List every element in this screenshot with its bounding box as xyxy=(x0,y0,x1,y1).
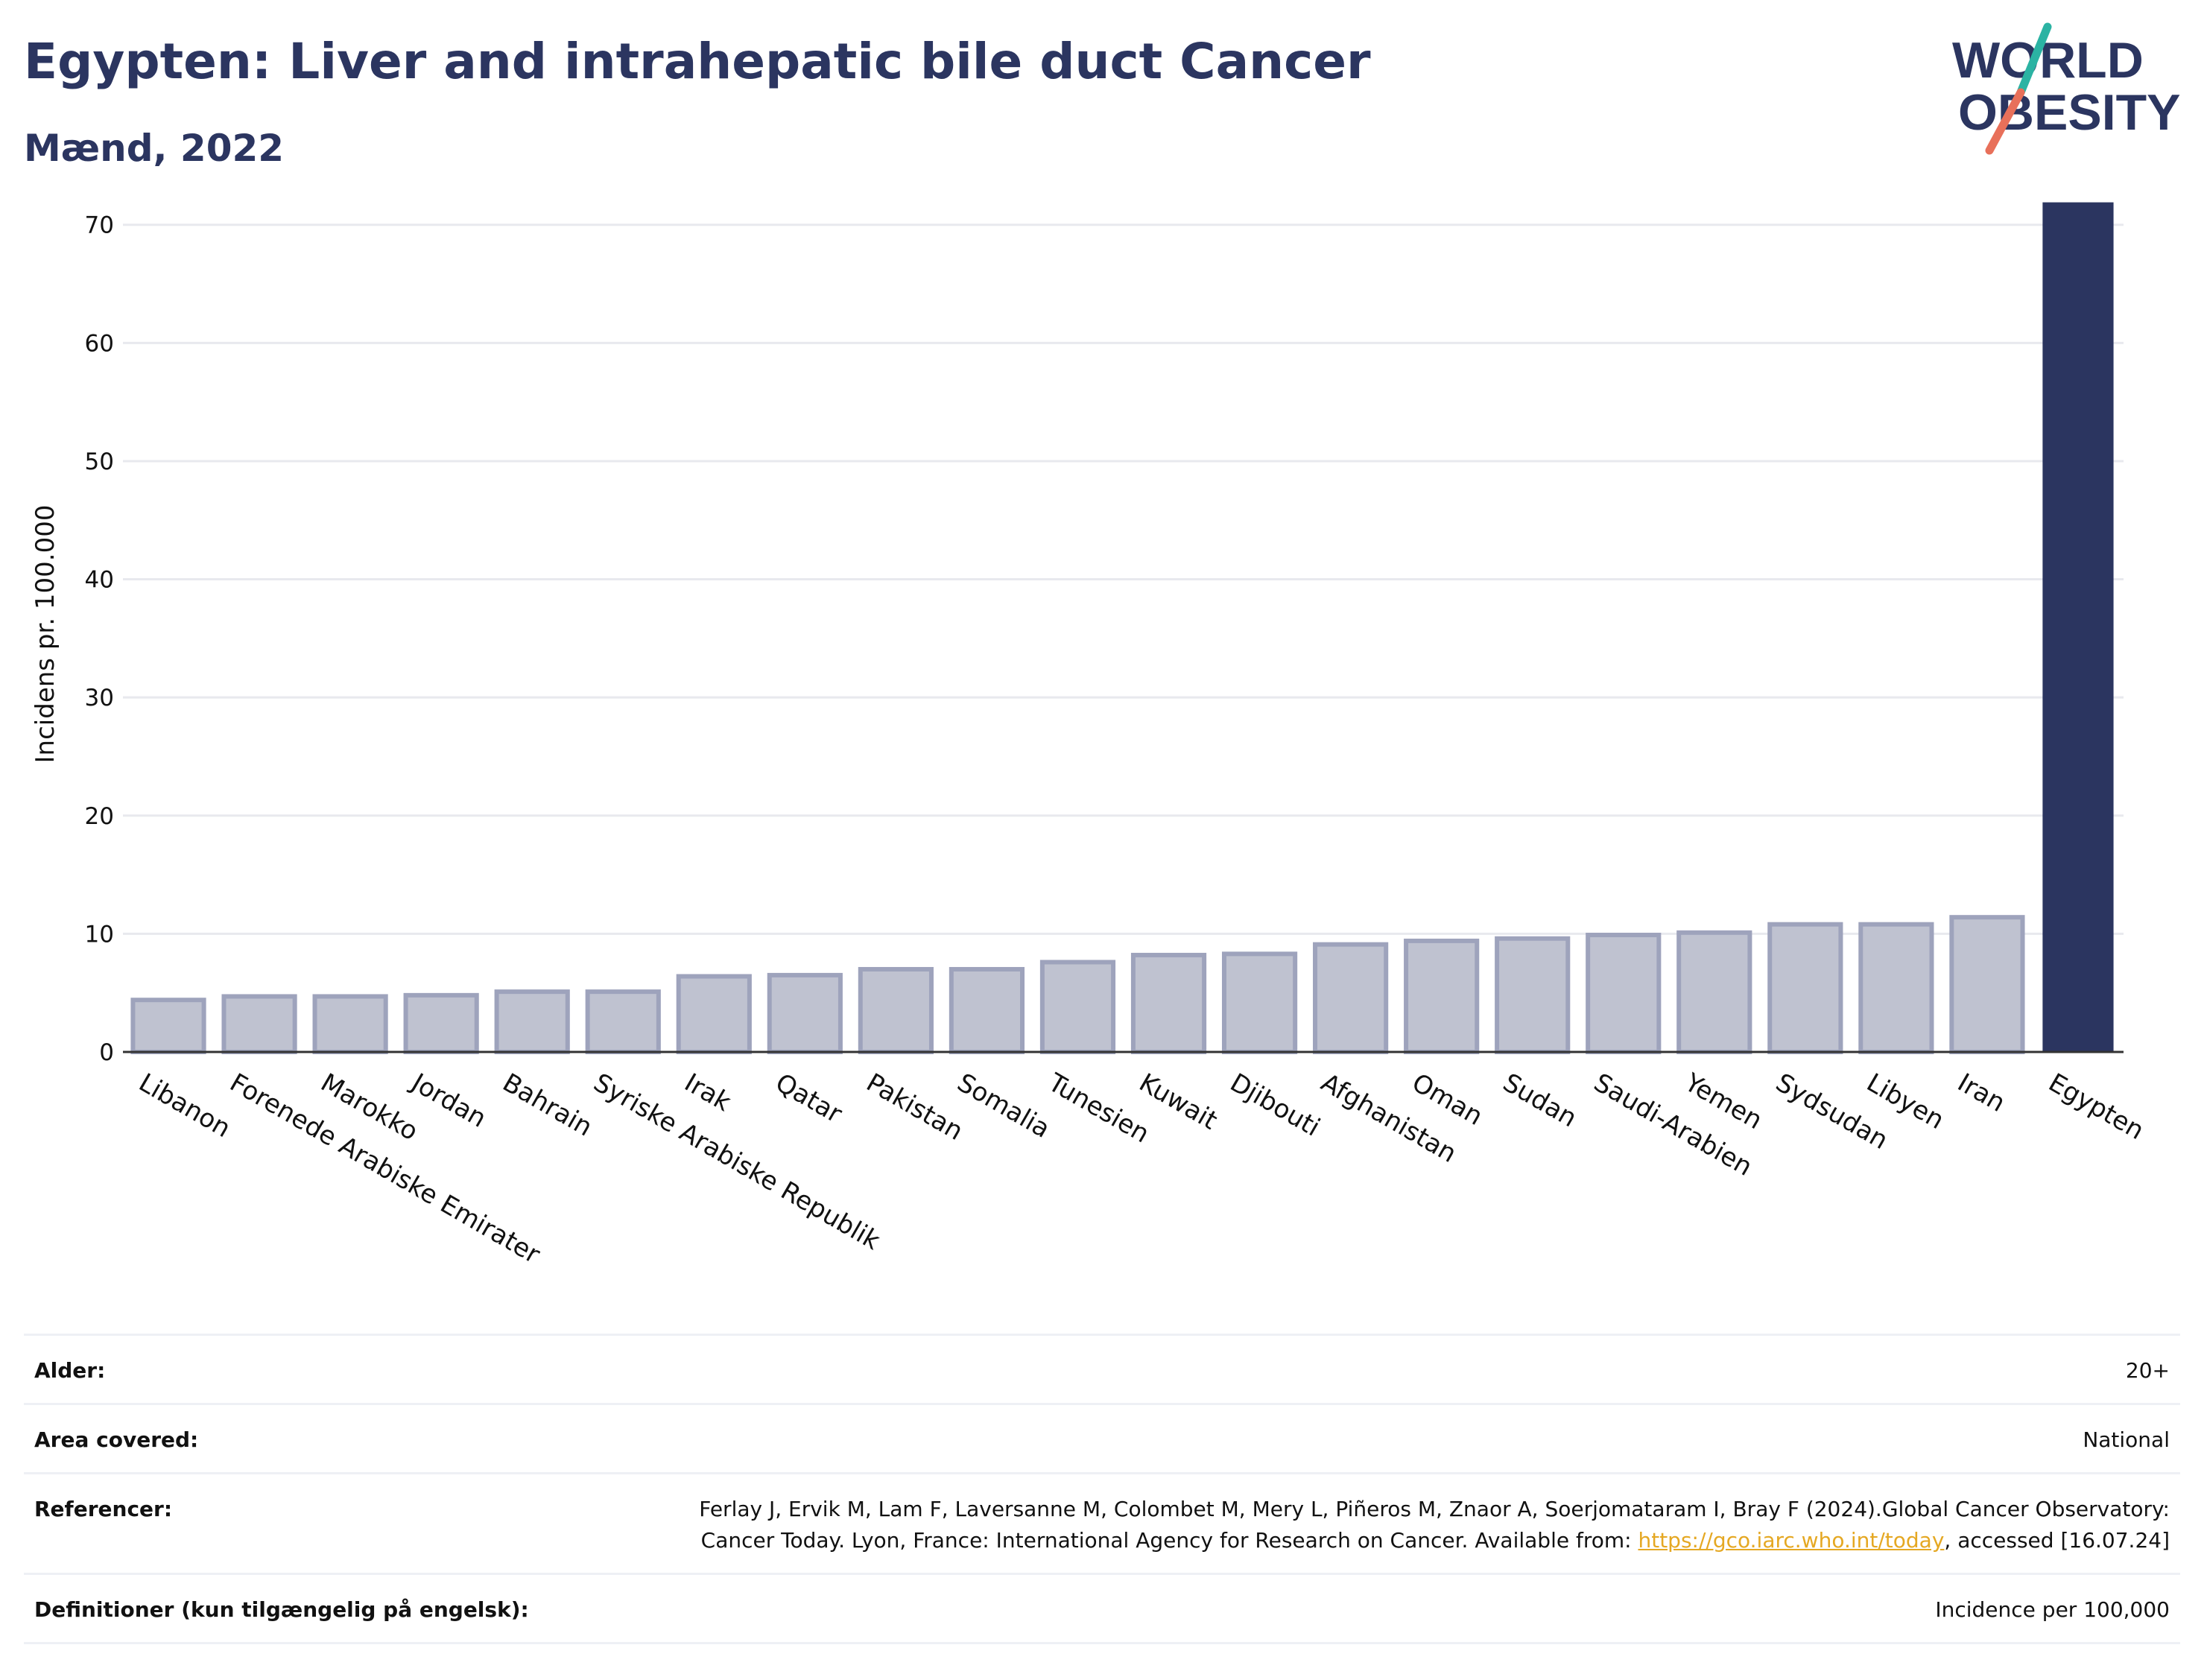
info-row-age: Alder: 20+ xyxy=(24,1336,2180,1405)
logo-slash-teal xyxy=(2016,22,2052,97)
x-tick-label: Egypten xyxy=(2043,1068,2149,1146)
bar xyxy=(403,992,479,1055)
bar xyxy=(1767,922,1843,1054)
page-title: Egypten: Liver and intrahepatic bile duc… xyxy=(24,33,1371,90)
area-value: National xyxy=(2083,1427,2170,1452)
bar xyxy=(312,994,388,1054)
y-axis-title: Incidens pr. 100.000 xyxy=(31,505,60,764)
bar xyxy=(1858,922,1934,1054)
x-tick-label: Saudi-Arabien xyxy=(1589,1068,1757,1182)
definitions-label: Definitioner (kun tilgængelig på engelsk… xyxy=(34,1597,529,1622)
gridlines xyxy=(123,224,2124,935)
bar xyxy=(1130,952,1207,1054)
x-tick-label: Sudan xyxy=(1498,1068,1582,1133)
age-label: Alder: xyxy=(34,1358,106,1383)
bar xyxy=(767,972,843,1055)
x-tick-label: Irak xyxy=(680,1068,736,1118)
info-row-area: Area covered: National xyxy=(24,1405,2180,1474)
bar xyxy=(1586,932,1662,1054)
bar xyxy=(858,966,934,1054)
bar xyxy=(1404,938,1480,1054)
y-tick-label: 70 xyxy=(85,212,114,239)
bar xyxy=(949,966,1025,1054)
y-tick-label: 0 xyxy=(99,1039,114,1066)
x-tick-label: Iran xyxy=(1952,1068,2010,1118)
x-tick-label: Syriske Arabiske Republik xyxy=(589,1068,885,1256)
area-label: Area covered: xyxy=(34,1427,199,1452)
info-table: Alder: 20+ Area covered: National Refere… xyxy=(24,1334,2180,1644)
y-tick-label: 50 xyxy=(85,448,114,475)
world-obesity-logo: WORLD OBESITY xyxy=(1952,22,2181,155)
references-accessed: , accessed [16.07.24] xyxy=(1944,1528,2170,1553)
bar xyxy=(221,994,297,1054)
page-subtitle: Mænd, 2022 xyxy=(24,127,285,170)
y-tick-label: 40 xyxy=(85,567,114,594)
bar xyxy=(1949,915,2025,1055)
references-text: Ferlay J, Ervik M, Lam F, Laversanne M, … xyxy=(699,1497,2170,1553)
y-tick-label: 20 xyxy=(85,803,114,830)
bar xyxy=(2042,202,2114,1052)
bar xyxy=(1313,942,1389,1055)
x-tick-label: Tunesien xyxy=(1042,1068,1154,1150)
references-link[interactable]: https://gco.iarc.who.int/today xyxy=(1638,1528,1945,1553)
bar xyxy=(494,989,570,1054)
info-row-references: Referencer: Ferlay J, Ervik M, Lam F, La… xyxy=(24,1474,2180,1575)
y-tick-label: 10 xyxy=(85,921,114,948)
references-value: Ferlay J, Ervik M, Lam F, Laversanne M, … xyxy=(680,1494,2170,1556)
x-tick-label: Pakistan xyxy=(861,1068,968,1147)
x-tick-label: Djibouti xyxy=(1225,1068,1325,1143)
bars xyxy=(130,202,2114,1055)
x-tick-label: Somalia xyxy=(952,1068,1055,1144)
bar xyxy=(676,974,752,1054)
y-tick-label: 30 xyxy=(85,685,114,711)
definitions-value: Incidence per 100,000 xyxy=(1935,1597,2170,1622)
x-tick-label: Qatar xyxy=(770,1068,847,1129)
bar xyxy=(1039,960,1116,1055)
bar xyxy=(1676,930,1752,1054)
logo-line-world: WORLD xyxy=(1952,32,2144,89)
x-tick-label: Forenede Arabiske Emirater xyxy=(225,1068,545,1269)
info-row-definitions: Definitioner (kun tilgængelig på engelsk… xyxy=(24,1575,2180,1644)
x-tick-label: Libanon xyxy=(134,1068,236,1144)
logo-slash-red xyxy=(1985,88,2025,155)
x-tick-label: Bahrain xyxy=(498,1068,598,1142)
references-label: Referencer: xyxy=(34,1497,173,1521)
bar xyxy=(130,998,206,1054)
bar xyxy=(1221,951,1298,1054)
bar xyxy=(585,989,661,1054)
age-value: 20+ xyxy=(2125,1358,2170,1383)
bar xyxy=(1495,936,1571,1054)
y-tick-label: 60 xyxy=(85,330,114,357)
y-axis-ticks: 0 10 20 30 40 50 60 70 xyxy=(85,212,114,1066)
